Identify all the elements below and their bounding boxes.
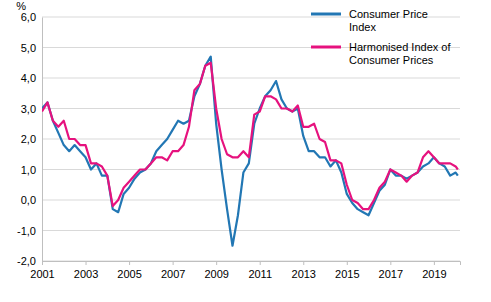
x-axis: 2001 2003 2005 2007 2009 2011 2013 2015 2017 2019: [30, 261, 460, 280]
y-tick-label: 6,0: [21, 11, 36, 23]
x-tick-mark: [129, 261, 130, 265]
x-tick: 2017: [379, 261, 403, 280]
x-tick-label: 2019: [422, 268, 446, 280]
chart-container: -2,0-1,00,01,02,03,04,05,06,020012003200…: [0, 0, 491, 302]
y-tick: 6,0: [21, 11, 42, 23]
x-tick-label: 2009: [204, 268, 228, 280]
grid-line: [42, 200, 460, 201]
chart-svg: -2,0-1,00,01,02,03,04,05,06,020012003200…: [0, 0, 491, 302]
series-line: [42, 57, 458, 246]
y-tick: 4,0: [21, 72, 42, 84]
x-tick-label: 2013: [292, 268, 316, 280]
x-tick: 2005: [117, 261, 141, 280]
y-tick: 3,0: [21, 103, 42, 115]
y-tick: 1,0: [21, 164, 42, 176]
series-line: [42, 63, 458, 209]
y-tick: -2,0: [17, 255, 42, 267]
legend: Consumer PriceIndex Harmonised Index ofCo…: [311, 8, 451, 66]
x-tick-mark: [347, 261, 348, 265]
legend-swatch: [311, 46, 341, 49]
y-tick: -1,0: [17, 225, 42, 237]
y-axis: -2,0 -1,0 0,0 1,0 2,0 3,0 4,0 5,0 6,0: [17, 11, 42, 267]
y-tick: 2,0: [21, 133, 42, 145]
grid-line: [42, 108, 460, 109]
grid: [42, 17, 460, 261]
x-tick-label: 2003: [74, 268, 98, 280]
x-tick: 2001: [30, 261, 54, 280]
y-tick-label: -1,0: [17, 225, 36, 237]
x-tick: 2019: [422, 261, 446, 280]
y-tick: 5,0: [21, 42, 42, 54]
x-tick-label: 2017: [379, 268, 403, 280]
x-tick-mark: [216, 261, 217, 265]
y-tick-label: 0,0: [21, 194, 36, 206]
legend-label: Consumer PriceIndex: [349, 8, 428, 33]
y-tick: 0,0: [21, 194, 42, 206]
x-tick-mark: [434, 261, 435, 265]
x-tick: 2007: [161, 261, 185, 280]
x-tick-label: 2001: [30, 268, 54, 280]
x-tick: 2011: [248, 261, 272, 280]
legend-swatch: [311, 13, 341, 16]
x-tick-mark: [260, 261, 261, 265]
x-tick-label: 2011: [248, 268, 272, 280]
y-tick-label: 3,0: [21, 103, 36, 115]
legend-item: Harmonised Index ofConsumer Prices: [311, 41, 451, 66]
y-axis-line: [42, 18, 43, 262]
x-tick: 2003: [74, 261, 98, 280]
y-tick-label: 5,0: [21, 42, 36, 54]
x-tick-mark: [303, 261, 304, 265]
y-tick-label: -2,0: [17, 255, 36, 267]
x-tick-mark: [390, 261, 391, 265]
x-axis-line: [43, 262, 461, 266]
x-tick-label: 2015: [335, 268, 359, 280]
legend-item: Consumer PriceIndex: [311, 8, 428, 33]
y-tick-label: 2,0: [21, 133, 36, 145]
y-axis-title: %: [16, 0, 26, 12]
legend-label: Harmonised Index ofConsumer Prices: [349, 41, 451, 66]
x-tick: 2009: [204, 261, 228, 280]
x-tick-mark: [86, 261, 87, 265]
x-tick-mark: [173, 261, 174, 265]
x-tick-mark: [42, 261, 43, 265]
lines: [42, 57, 458, 246]
x-tick: 2013: [292, 261, 316, 280]
x-tick: 2015: [335, 261, 359, 280]
x-tick-label: 2005: [117, 268, 141, 280]
grid-line: [42, 230, 460, 231]
grid-line: [42, 78, 460, 79]
y-tick-label: 4,0: [21, 72, 36, 84]
y-tick-label: 1,0: [21, 164, 36, 176]
x-tick-label: 2007: [161, 268, 185, 280]
plot-area: -2,0-1,00,01,02,03,04,05,06,020012003200…: [17, 11, 460, 280]
